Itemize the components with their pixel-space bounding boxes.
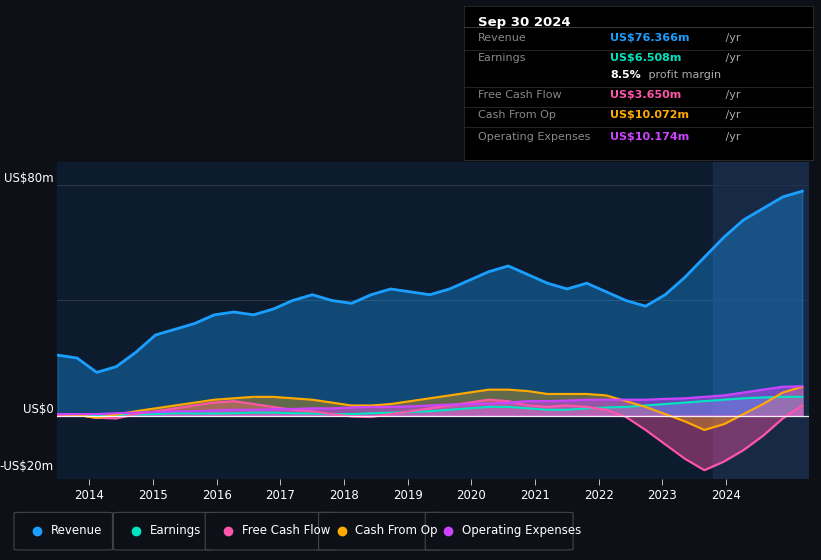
- Text: US$10.174m: US$10.174m: [610, 132, 690, 142]
- Text: Operating Expenses: Operating Expenses: [478, 132, 590, 142]
- Text: 8.5%: 8.5%: [610, 71, 641, 80]
- Text: /yr: /yr: [722, 53, 741, 63]
- FancyBboxPatch shape: [425, 512, 573, 550]
- Bar: [713, 162, 821, 479]
- Text: -US$20m: -US$20m: [0, 460, 53, 473]
- Text: Sep 30 2024: Sep 30 2024: [478, 16, 571, 29]
- Text: /yr: /yr: [722, 110, 741, 120]
- FancyBboxPatch shape: [113, 512, 212, 550]
- Text: profit margin: profit margin: [645, 71, 722, 80]
- Text: Free Cash Flow: Free Cash Flow: [242, 524, 331, 537]
- Text: /yr: /yr: [722, 34, 741, 43]
- FancyBboxPatch shape: [319, 512, 442, 550]
- Text: Earnings: Earnings: [150, 524, 202, 537]
- Text: Revenue: Revenue: [478, 34, 526, 43]
- Text: /yr: /yr: [722, 132, 741, 142]
- Text: US$80m: US$80m: [4, 172, 53, 185]
- Text: Cash From Op: Cash From Op: [478, 110, 556, 120]
- FancyBboxPatch shape: [205, 512, 337, 550]
- Text: Operating Expenses: Operating Expenses: [462, 524, 581, 537]
- Text: US$6.508m: US$6.508m: [610, 53, 681, 63]
- Text: Cash From Op: Cash From Op: [355, 524, 438, 537]
- Text: /yr: /yr: [722, 90, 741, 100]
- Text: US$10.072m: US$10.072m: [610, 110, 690, 120]
- Text: US$3.650m: US$3.650m: [610, 90, 681, 100]
- Text: US$0: US$0: [23, 403, 53, 416]
- Text: US$76.366m: US$76.366m: [610, 34, 690, 43]
- Text: Earnings: Earnings: [478, 53, 526, 63]
- FancyBboxPatch shape: [14, 512, 112, 550]
- Text: Revenue: Revenue: [51, 524, 103, 537]
- Text: Free Cash Flow: Free Cash Flow: [478, 90, 562, 100]
